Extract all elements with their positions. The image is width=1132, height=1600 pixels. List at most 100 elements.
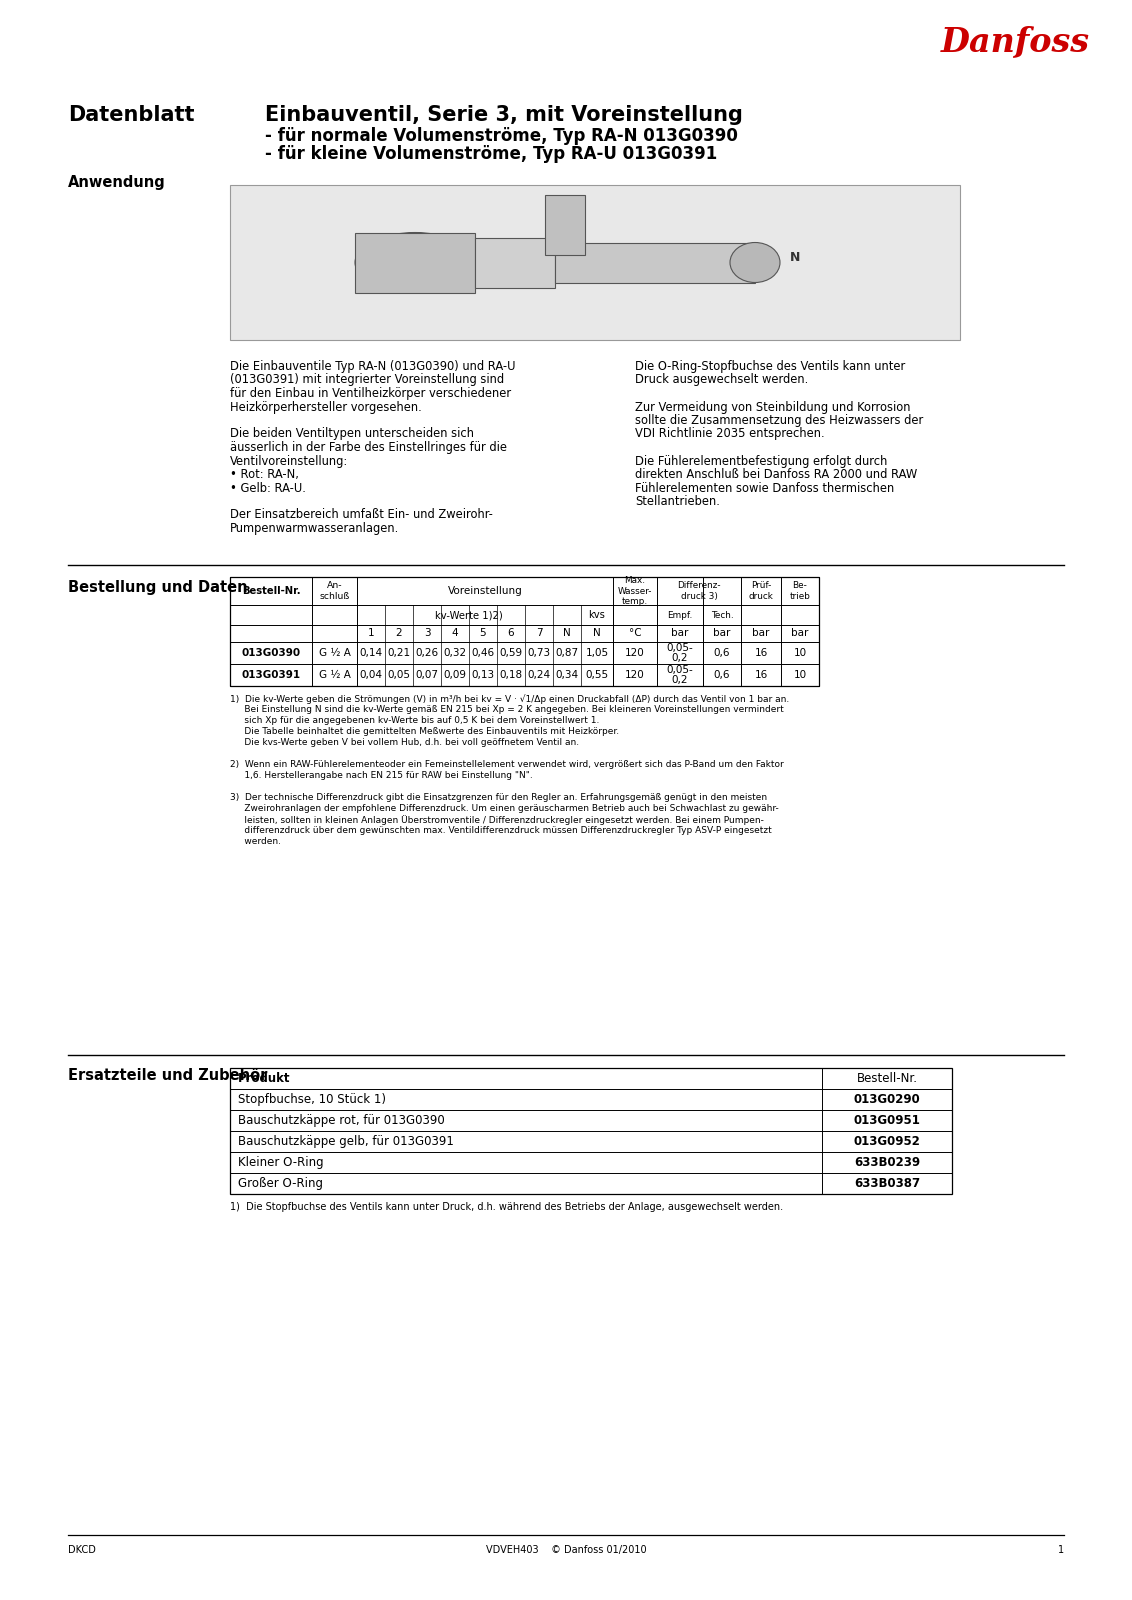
Text: 0,26: 0,26 bbox=[415, 648, 438, 658]
Bar bbox=[475, 237, 555, 288]
Text: Zur Vermeidung von Steinbildung und Korrosion: Zur Vermeidung von Steinbildung und Korr… bbox=[635, 400, 910, 413]
Text: 013G0391: 013G0391 bbox=[241, 670, 301, 680]
Text: für den Einbau in Ventilheizkörper verschiedener: für den Einbau in Ventilheizkörper versc… bbox=[230, 387, 512, 400]
Text: 013G0290: 013G0290 bbox=[854, 1093, 920, 1106]
Text: An-
schluß: An- schluß bbox=[319, 581, 350, 600]
Text: 0,6: 0,6 bbox=[714, 648, 730, 658]
Text: 013G0390: 013G0390 bbox=[241, 648, 301, 658]
Text: 0,05-
0,2: 0,05- 0,2 bbox=[667, 643, 694, 664]
Text: • Gelb: RA-U.: • Gelb: RA-U. bbox=[230, 482, 306, 494]
Text: 1)  Die Stopfbuchse des Ventils kann unter Druck, d.h. während des Betriebs der : 1) Die Stopfbuchse des Ventils kann unte… bbox=[230, 1202, 783, 1213]
Text: Bestell-Nr.: Bestell-Nr. bbox=[242, 586, 300, 595]
Text: differenzdruck über dem gewünschten max. Ventildifferenzdruck müssen Differenzdr: differenzdruck über dem gewünschten max.… bbox=[230, 826, 772, 835]
Text: Die kvs-Werte geben V bei vollem Hub, d.h. bei voll geöffnetem Ventil an.: Die kvs-Werte geben V bei vollem Hub, d.… bbox=[230, 738, 580, 747]
Text: bar: bar bbox=[753, 629, 770, 638]
Text: 120: 120 bbox=[625, 648, 645, 658]
Text: Druck ausgewechselt werden.: Druck ausgewechselt werden. bbox=[635, 373, 808, 387]
Text: 0,24: 0,24 bbox=[528, 670, 550, 680]
Text: kvs: kvs bbox=[589, 610, 606, 619]
Ellipse shape bbox=[730, 243, 780, 283]
Text: 10: 10 bbox=[794, 670, 807, 680]
Text: 0,73: 0,73 bbox=[528, 648, 550, 658]
Text: 0,05: 0,05 bbox=[387, 670, 411, 680]
Text: 0,32: 0,32 bbox=[444, 648, 466, 658]
Text: Die Einbauventile Typ RA-N (013G0390) und RA-U: Die Einbauventile Typ RA-N (013G0390) un… bbox=[230, 360, 515, 373]
Bar bbox=[230, 186, 960, 341]
Text: 3: 3 bbox=[423, 629, 430, 638]
Text: Kleiner O-Ring: Kleiner O-Ring bbox=[238, 1155, 324, 1170]
Text: Be-
trieb: Be- trieb bbox=[789, 581, 811, 600]
Bar bbox=[355, 232, 475, 293]
Text: °C: °C bbox=[628, 629, 642, 638]
Text: N: N bbox=[563, 629, 571, 638]
Text: bar: bar bbox=[791, 629, 808, 638]
Text: äusserlich in der Farbe des Einstellringes für die: äusserlich in der Farbe des Einstellring… bbox=[230, 442, 507, 454]
Text: 0,59: 0,59 bbox=[499, 648, 523, 658]
Text: (013G0391) mit integrierter Voreinstellung sind: (013G0391) mit integrierter Voreinstellu… bbox=[230, 373, 504, 387]
Bar bbox=[544, 195, 585, 254]
Text: N: N bbox=[790, 251, 800, 264]
Text: Max.
Wasser-
temp.: Max. Wasser- temp. bbox=[618, 576, 652, 606]
Text: Differenz-
druck 3): Differenz- druck 3) bbox=[677, 581, 721, 600]
Text: Ventilvoreinstellung:: Ventilvoreinstellung: bbox=[230, 454, 349, 467]
Text: Empf.: Empf. bbox=[668, 611, 693, 619]
Text: Produkt: Produkt bbox=[238, 1072, 291, 1085]
Text: Die beiden Ventiltypen unterscheiden sich: Die beiden Ventiltypen unterscheiden sic… bbox=[230, 427, 474, 440]
Text: Zweirohranlagen der empfohlene Differenzdruck. Um einen geräuscharmen Betrieb au: Zweirohranlagen der empfohlene Differenz… bbox=[230, 803, 779, 813]
Text: 0,87: 0,87 bbox=[556, 648, 578, 658]
Text: Pumpenwarmwasseranlagen.: Pumpenwarmwasseranlagen. bbox=[230, 522, 400, 534]
Text: Heizkörperhersteller vorgesehen.: Heizkörperhersteller vorgesehen. bbox=[230, 400, 422, 413]
Text: 0,21: 0,21 bbox=[387, 648, 411, 658]
Text: 4: 4 bbox=[452, 629, 458, 638]
Text: • Rot: RA-N,: • Rot: RA-N, bbox=[230, 467, 299, 482]
Text: Voreinstellung: Voreinstellung bbox=[447, 586, 522, 595]
Text: VDI Richtlinie 2035 entsprechen.: VDI Richtlinie 2035 entsprechen. bbox=[635, 427, 824, 440]
Text: 0,05-
0,2: 0,05- 0,2 bbox=[667, 664, 694, 685]
Text: - für normale Volumenströme, Typ RA-N 013G0390: - für normale Volumenströme, Typ RA-N 01… bbox=[265, 126, 738, 146]
Text: 0,55: 0,55 bbox=[585, 670, 609, 680]
Text: 7: 7 bbox=[535, 629, 542, 638]
Bar bbox=[230, 1069, 952, 1194]
Text: 120: 120 bbox=[625, 670, 645, 680]
Text: VDVEH403    © Danfoss 01/2010: VDVEH403 © Danfoss 01/2010 bbox=[486, 1546, 646, 1555]
Text: Bauschutzkäppe rot, für 013G0390: Bauschutzkäppe rot, für 013G0390 bbox=[238, 1114, 445, 1126]
Text: sich Xp für die angegebenen kv-Werte bis auf 0,5 K bei dem Voreinstellwert 1.: sich Xp für die angegebenen kv-Werte bis… bbox=[230, 717, 599, 725]
Text: 013G0952: 013G0952 bbox=[854, 1134, 920, 1149]
Text: 0,13: 0,13 bbox=[471, 670, 495, 680]
Text: 1,6. Herstellerangabe nach EN 215 für RAW bei Einstellung "N".: 1,6. Herstellerangabe nach EN 215 für RA… bbox=[230, 771, 533, 781]
Bar bbox=[230, 578, 818, 686]
Text: Bei Einstellung N sind die kv-Werte gemäß EN 215 bei Xp = 2 K angegeben. Bei kle: Bei Einstellung N sind die kv-Werte gemä… bbox=[230, 706, 783, 714]
Text: Einbauventil, Serie 3, mit Voreinstellung: Einbauventil, Serie 3, mit Voreinstellun… bbox=[265, 106, 743, 125]
Text: 6: 6 bbox=[507, 629, 514, 638]
Text: 1)  Die kv-Werte geben die Strömungen (V) in m³/h bei kv = V · √1/Δp einen Druck: 1) Die kv-Werte geben die Strömungen (V)… bbox=[230, 694, 789, 704]
Bar bbox=[555, 243, 755, 283]
Text: Bestellung und Daten: Bestellung und Daten bbox=[68, 579, 248, 595]
Text: Der Einsatzbereich umfaßt Ein- und Zweirohr-: Der Einsatzbereich umfaßt Ein- und Zweir… bbox=[230, 509, 492, 522]
Text: Die Fühlerelementbefestigung erfolgt durch: Die Fühlerelementbefestigung erfolgt dur… bbox=[635, 454, 887, 467]
Text: Danfoss: Danfoss bbox=[941, 26, 1090, 59]
Text: Die Tabelle beinhaltet die gemittelten Meßwerte des Einbauventils mit Heizkörper: Die Tabelle beinhaltet die gemittelten M… bbox=[230, 726, 619, 736]
Text: N: N bbox=[593, 629, 601, 638]
Text: Stopfbuchse, 10 Stück 1): Stopfbuchse, 10 Stück 1) bbox=[238, 1093, 386, 1106]
Text: leisten, sollten in kleinen Anlagen Überstromventile / Differenzdruckregler eing: leisten, sollten in kleinen Anlagen Über… bbox=[230, 814, 764, 826]
Text: - für kleine Volumenströme, Typ RA-U 013G0391: - für kleine Volumenströme, Typ RA-U 013… bbox=[265, 146, 718, 163]
Text: Tech.: Tech. bbox=[711, 611, 734, 619]
Text: 0,18: 0,18 bbox=[499, 670, 523, 680]
Text: DKCD: DKCD bbox=[68, 1546, 96, 1555]
Text: 0,04: 0,04 bbox=[360, 670, 383, 680]
Text: 16: 16 bbox=[754, 670, 767, 680]
Text: 2)  Wenn ein RAW-Fühlerelementeoder ein Femeinstellelement verwendet wird, vergr: 2) Wenn ein RAW-Fühlerelementeoder ein F… bbox=[230, 760, 783, 770]
Text: bar: bar bbox=[671, 629, 688, 638]
Text: 633B0387: 633B0387 bbox=[854, 1178, 920, 1190]
Text: Fühlerelementen sowie Danfoss thermischen: Fühlerelementen sowie Danfoss thermische… bbox=[635, 482, 894, 494]
Text: 2: 2 bbox=[396, 629, 402, 638]
Text: Anwendung: Anwendung bbox=[68, 174, 165, 190]
Text: 013G0951: 013G0951 bbox=[854, 1114, 920, 1126]
Text: kv-Werte 1)2): kv-Werte 1)2) bbox=[435, 610, 503, 619]
Text: 10: 10 bbox=[794, 648, 807, 658]
Text: 0,46: 0,46 bbox=[471, 648, 495, 658]
Text: Ersatzteile und Zubehör: Ersatzteile und Zubehör bbox=[68, 1069, 267, 1083]
Text: sollte die Zusammensetzung des Heizwassers der: sollte die Zusammensetzung des Heizwasse… bbox=[635, 414, 924, 427]
Text: Stellantrieben.: Stellantrieben. bbox=[635, 494, 720, 509]
Text: 0,14: 0,14 bbox=[360, 648, 383, 658]
